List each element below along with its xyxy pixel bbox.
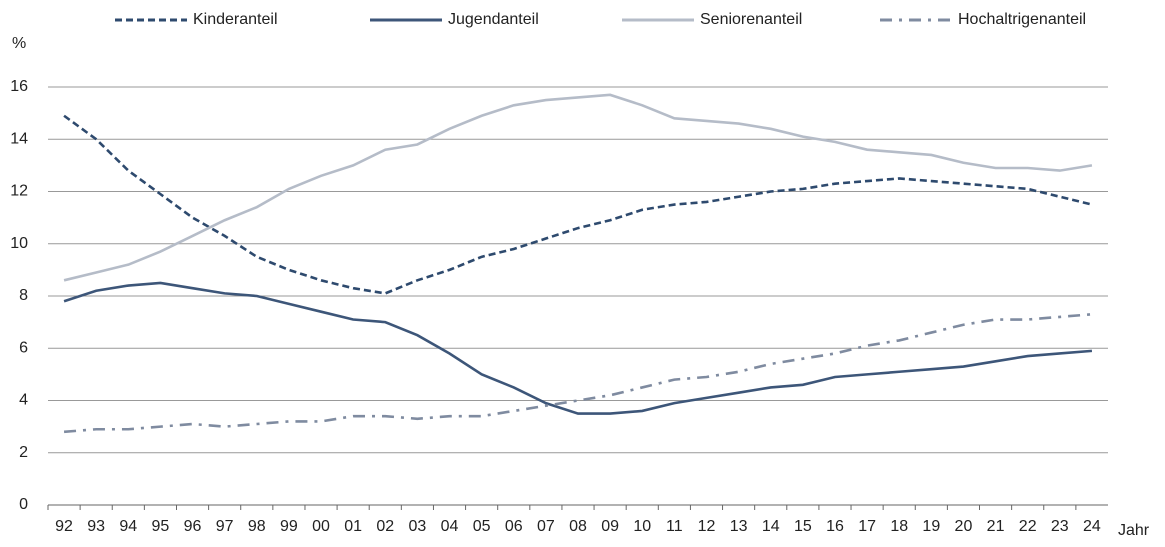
- x-tick-label: 00: [312, 518, 330, 535]
- x-tick-label: 13: [730, 518, 748, 535]
- x-tick-label: 09: [601, 518, 619, 535]
- x-tick-label: 19: [922, 518, 940, 535]
- x-tick-label: 10: [633, 518, 651, 535]
- legend-label: Kinderanteil: [193, 11, 278, 28]
- series-line: [63, 93, 1093, 282]
- series-line: [63, 281, 1093, 415]
- x-tick-label: 03: [408, 518, 426, 535]
- x-tick-label: 08: [569, 518, 587, 535]
- y-tick-label: 8: [19, 287, 28, 304]
- y-tick-label: 16: [10, 78, 28, 95]
- x-tick-label: 97: [216, 518, 234, 535]
- x-tick-label: 14: [762, 518, 780, 535]
- y-axis-label: %: [12, 35, 26, 52]
- x-tick-label: 16: [826, 518, 844, 535]
- x-tick-label: 95: [152, 518, 170, 535]
- x-tick-label: 15: [794, 518, 812, 535]
- x-tick-label: 05: [473, 518, 491, 535]
- x-tick-label: 93: [87, 518, 105, 535]
- y-tick-label: 2: [19, 444, 28, 461]
- x-tick-label: 20: [955, 518, 973, 535]
- y-tick-label: 4: [19, 392, 28, 409]
- series-line: [63, 114, 1093, 295]
- legend-label: Seniorenanteil: [700, 11, 802, 28]
- y-tick-label: 0: [19, 496, 28, 513]
- x-tick-label: 98: [248, 518, 266, 535]
- y-tick-label: 12: [10, 183, 28, 200]
- x-tick-label: 99: [280, 518, 298, 535]
- x-tick-label: 07: [537, 518, 555, 535]
- y-tick-label: 14: [10, 130, 28, 147]
- x-tick-label: 96: [184, 518, 202, 535]
- x-axis-label: Jahr: [1118, 522, 1150, 539]
- x-tick-label: 92: [55, 518, 73, 535]
- x-tick-label: 06: [505, 518, 523, 535]
- x-tick-label: 24: [1083, 518, 1101, 535]
- legend-label: Hochaltrigenanteil: [958, 11, 1086, 28]
- x-tick-label: 17: [858, 518, 876, 535]
- x-tick-label: 12: [698, 518, 716, 535]
- y-tick-label: 10: [10, 235, 28, 252]
- x-tick-label: 94: [119, 518, 137, 535]
- x-tick-label: 18: [890, 518, 908, 535]
- x-tick-label: 01: [344, 518, 362, 535]
- x-tick-label: 23: [1051, 518, 1069, 535]
- x-tick-label: 21: [987, 518, 1005, 535]
- x-tick-label: 22: [1019, 518, 1037, 535]
- x-tick-label: 11: [666, 518, 683, 535]
- y-tick-label: 6: [19, 339, 28, 356]
- x-tick-label: 04: [441, 518, 459, 535]
- x-tick-label: 02: [376, 518, 394, 535]
- legend-label: Jugendanteil: [448, 11, 539, 28]
